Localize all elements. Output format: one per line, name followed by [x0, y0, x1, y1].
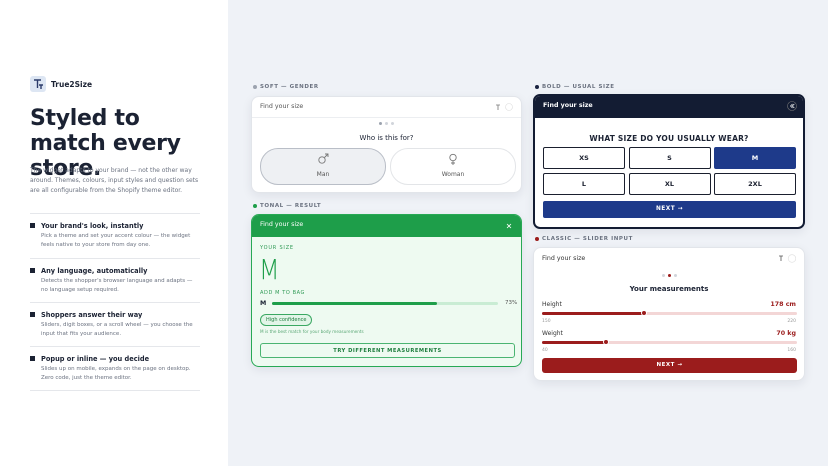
- slider-fill: [542, 341, 606, 344]
- confidence-pill: High confidence: [260, 314, 313, 326]
- feature-title: Popup or inline — you decide: [30, 355, 200, 363]
- slider-max: 160: [787, 348, 796, 353]
- brand-name: True2Size: [51, 80, 93, 89]
- progress-dots: [534, 274, 804, 277]
- tonal-widget: Find your size YOUR SIZE M ADD M TO BAG …: [251, 214, 522, 367]
- next-button[interactable]: NEXT →: [542, 358, 797, 373]
- hero-intro: The widget adapts to your brand — not th…: [30, 167, 199, 194]
- widget-header: Find your size: [534, 248, 804, 270]
- feature: Shoppers answer their way Sliders, digit …: [30, 302, 200, 338]
- match-bar: [272, 302, 437, 305]
- logo-icon: [34, 79, 43, 89]
- feature: Popup or inline — you decide Slides up on…: [30, 346, 200, 391]
- slider-thumb[interactable]: [602, 339, 609, 345]
- slider-track: [542, 310, 797, 316]
- header-title: Find your size: [543, 102, 593, 109]
- result-size: M: [259, 253, 280, 286]
- match-size: M: [260, 300, 267, 307]
- female-icon: [449, 153, 457, 165]
- hero-title: Styled to match every store.: [30, 106, 181, 181]
- section-title: Your measurements: [629, 285, 709, 293]
- feature-text: Sliders, digit boxes, or a scroll wheel …: [41, 322, 193, 337]
- header-icons[interactable]: [495, 103, 513, 111]
- size-option[interactable]: XS: [543, 147, 625, 169]
- size-caption: YOUR SIZE: [260, 245, 294, 251]
- match-track: [272, 302, 498, 305]
- slider-value: 70 kg: [776, 330, 796, 337]
- logo: [30, 76, 46, 92]
- header-title: Find your size: [260, 103, 304, 110]
- header-icons[interactable]: [778, 254, 796, 263]
- option-label: Woman: [441, 171, 465, 178]
- classic-widget: Find your size Your measurements Height 1…: [533, 247, 805, 381]
- slider-fill: [542, 312, 644, 315]
- bold-widget: Find your size WHAT SIZE DO YOU USUALLY …: [533, 94, 805, 229]
- feature-title: Shoppers answer their way: [30, 311, 200, 319]
- male-icon: [318, 153, 329, 164]
- result-note: M is the best match for your body measur…: [260, 329, 364, 334]
- header-title: Find your size: [542, 255, 586, 262]
- feature-text: Detects the shopper's browser language a…: [41, 278, 193, 293]
- match-label: 73%: [505, 300, 518, 306]
- slider-label: Height: [542, 301, 562, 308]
- feature-text: Pick a theme and set your accent colour …: [41, 233, 191, 248]
- left-panel: True2Size Styled to match every store. T…: [0, 0, 228, 466]
- size-option[interactable]: L: [543, 173, 625, 195]
- next-button[interactable]: NEXT →: [543, 201, 796, 218]
- option-button[interactable]: Woman: [390, 148, 516, 185]
- add-to-bag[interactable]: ADD M TO BAG: [260, 290, 306, 296]
- feature-title: Any language, automatically: [30, 267, 200, 275]
- widget-label: TONAL — RESULT: [253, 203, 321, 209]
- widget-header: Find your size: [535, 96, 803, 118]
- feature: Your brand's look, instantly Pick a theme…: [30, 213, 200, 249]
- slider-value: 178 cm: [770, 301, 796, 308]
- question: WHAT SIZE DO YOU USUALLY WEAR?: [589, 134, 749, 143]
- slider-thumb[interactable]: [641, 310, 647, 316]
- option-button[interactable]: Man: [260, 148, 386, 185]
- widget-label: BOLD — USUAL SIZE: [535, 84, 615, 90]
- collapse-icon[interactable]: [787, 101, 797, 111]
- size-option[interactable]: 2XL: [714, 173, 796, 195]
- widget-header: Find your size: [252, 97, 521, 118]
- question: Who is this for?: [359, 134, 414, 142]
- header-title: Find your size: [260, 221, 304, 228]
- option-label: Man: [316, 171, 330, 178]
- slider-label: Weight: [542, 330, 563, 337]
- widget-header: Find your size: [252, 215, 521, 237]
- slider-min: 40: [542, 348, 548, 353]
- slider-max: 220: [787, 319, 796, 324]
- size-option[interactable]: M: [714, 147, 796, 169]
- soft-widget: Find your size Who is this for? Man Woma…: [251, 96, 522, 193]
- size-option[interactable]: S: [628, 147, 711, 169]
- progress-dots: [252, 122, 521, 125]
- close-icon[interactable]: [505, 222, 513, 230]
- slider-track: [542, 339, 797, 345]
- widget-label: SOFT — GENDER: [253, 84, 319, 90]
- size-option[interactable]: XL: [628, 173, 711, 195]
- widget-label: CLASSIC — SLIDER INPUT: [535, 236, 633, 242]
- feature-text: Slides up on mobile, expands on the page…: [41, 366, 191, 381]
- slider-min: 150: [542, 319, 551, 324]
- retry-button[interactable]: TRY DIFFERENT MEASUREMENTS: [260, 343, 515, 358]
- feature: Any language, automatically Detects the s…: [30, 258, 200, 294]
- feature-title: Your brand's look, instantly: [30, 222, 200, 230]
